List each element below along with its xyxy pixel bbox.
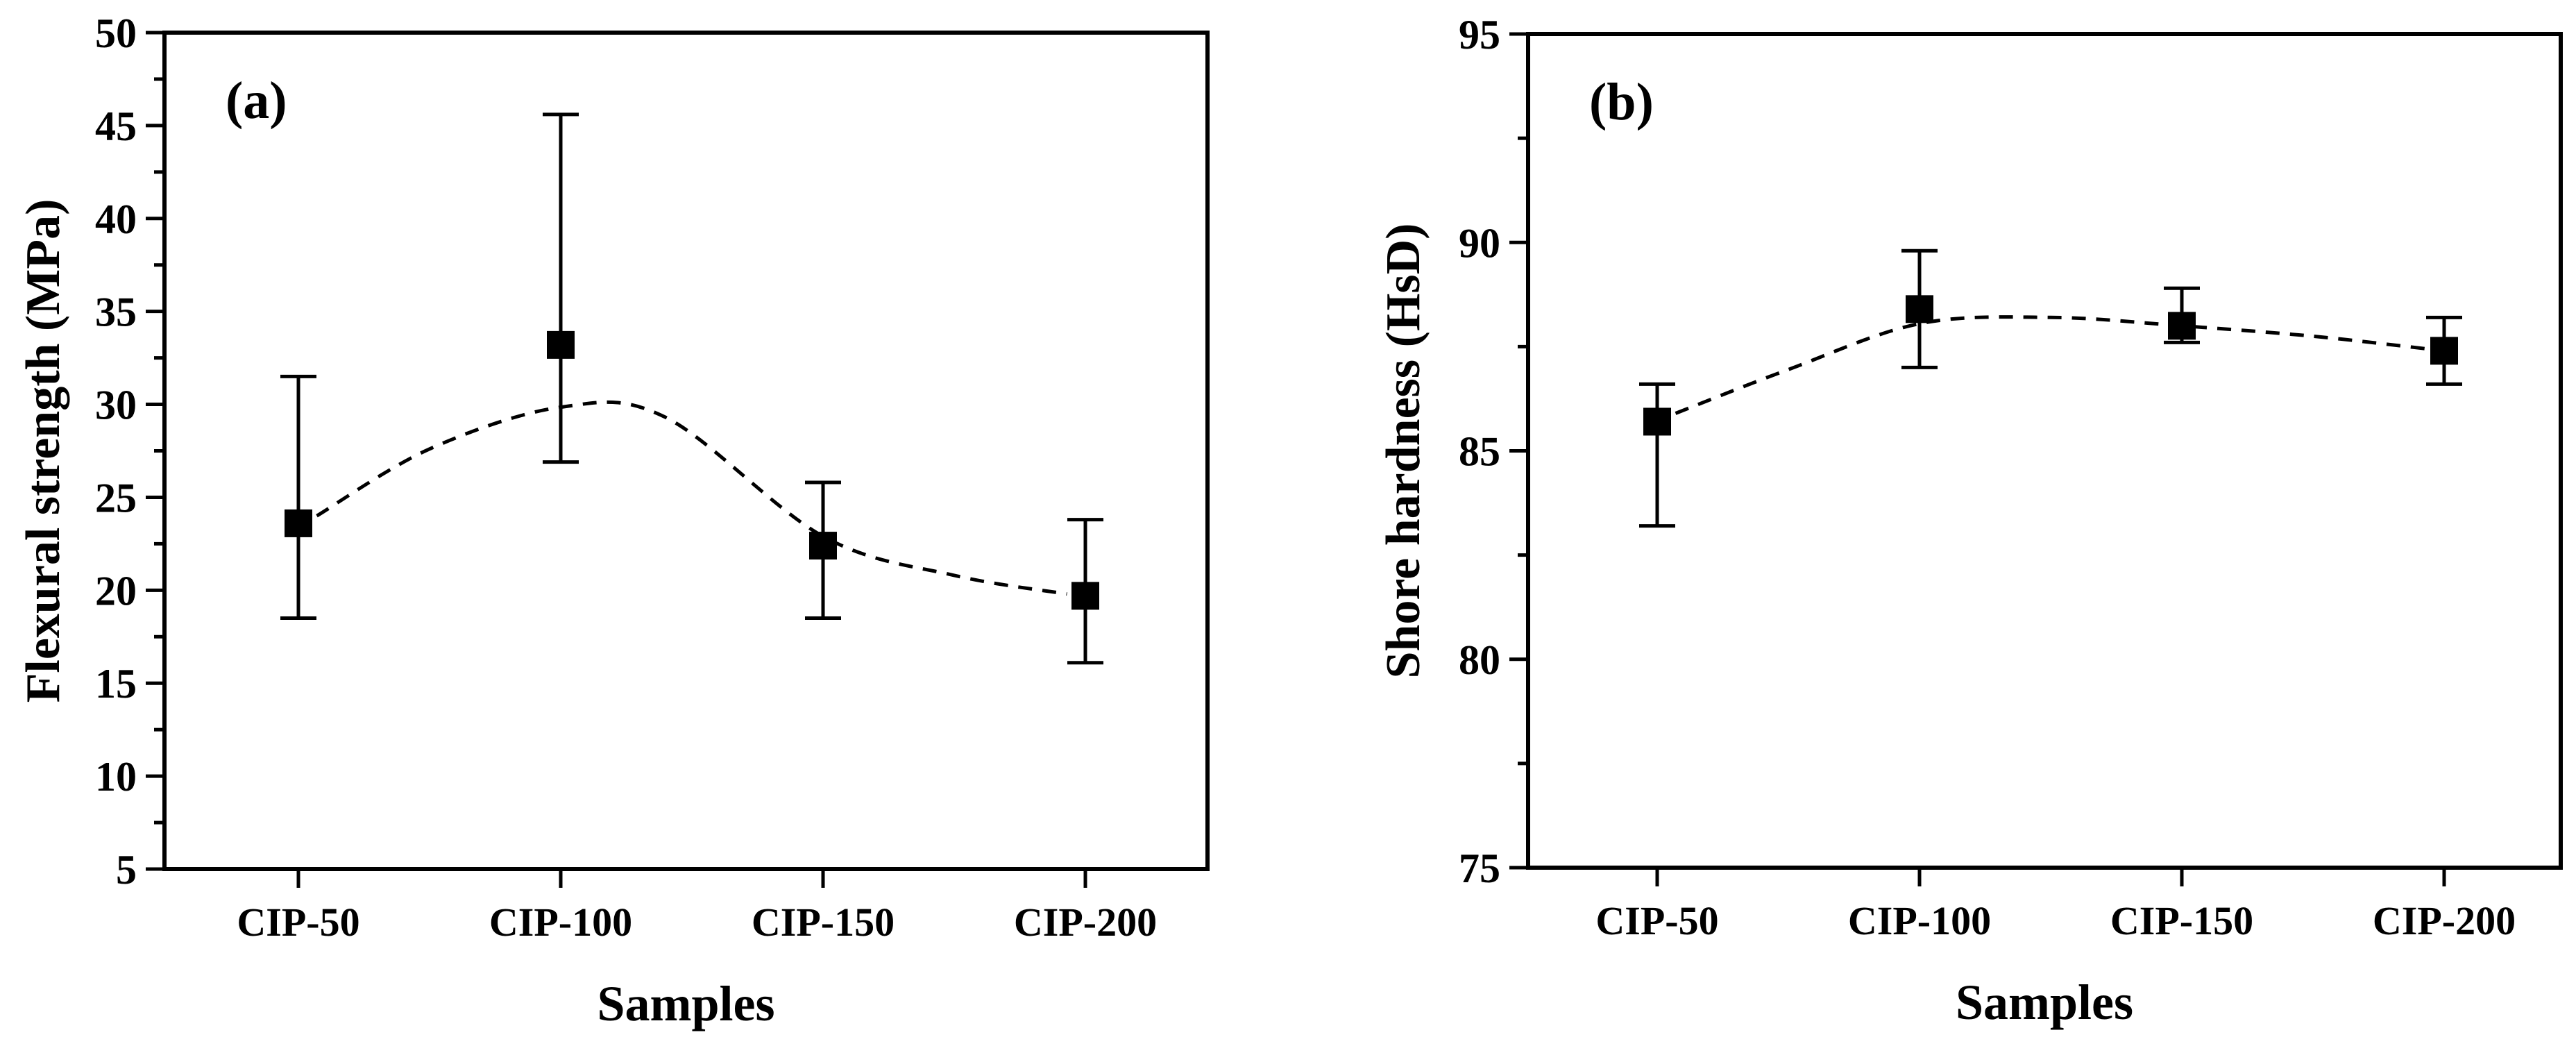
y-axis-tick-label: 25 (95, 475, 137, 521)
trend-curve (1675, 315, 2426, 415)
data-point-marker (1643, 407, 1671, 436)
x-axis-category-label: CIP-50 (1595, 898, 1718, 943)
y-axis-tick-label: 90 (1459, 220, 1500, 266)
panel-label: (b) (1589, 73, 1654, 131)
x-axis-category-label: CIP-100 (489, 900, 632, 945)
y-axis-tick-label: 15 (95, 661, 137, 707)
y-axis-title: Flexural strength (MPa) (17, 199, 70, 703)
data-point-marker (1906, 295, 1933, 323)
x-axis-title: Samples (597, 976, 774, 1031)
plot-box (1526, 32, 2563, 870)
x-axis-category-label: CIP-100 (1848, 898, 1991, 943)
trend-curve (316, 400, 1067, 596)
x-axis-category-label: CIP-50 (237, 900, 359, 945)
plot-box (162, 31, 1210, 871)
data-point-marker (285, 509, 312, 537)
x-axis-category-label: CIP-200 (2373, 898, 2516, 943)
data-point-marker (2430, 337, 2458, 365)
error-bar (543, 112, 579, 464)
data-point-marker (1071, 582, 1099, 610)
y-axis-tick-label: 10 (95, 754, 137, 800)
error-bar (280, 374, 316, 620)
y-axis-tick-label: 95 (1459, 12, 1500, 58)
y-axis-title: Shore hardness (HsD) (1377, 223, 1430, 678)
y-axis-tick-label: 20 (95, 568, 137, 614)
y-axis-tick-label: 50 (95, 10, 137, 56)
y-axis-tick-label: 75 (1459, 845, 1500, 891)
y-axis-tick-label: 30 (95, 382, 137, 428)
error-bar (1639, 382, 1675, 528)
panel-a: 5 10 15 20 25 30 35 40 45 50 CIP-50 CIP-100 CIP-150 C… (17, 10, 1210, 1031)
data-point-marker (2168, 312, 2196, 340)
y-axis-tick-label: 35 (95, 289, 137, 335)
panel-b: 75 80 85 90 95 CIP-50 CIP-100 CIP-150 CIP-200 (b)… (1377, 12, 2563, 1030)
x-axis-category-label: CIP-200 (1014, 900, 1157, 945)
data-point-marker (547, 330, 575, 359)
data-point-marker (809, 532, 837, 560)
x-axis-category-label: CIP-150 (752, 900, 895, 945)
x-axis-title: Samples (1956, 975, 2133, 1030)
y-axis-tick-label: 80 (1459, 637, 1500, 683)
y-axis-tick-label: 45 (95, 103, 137, 149)
x-axis-category-label: CIP-150 (2110, 898, 2253, 943)
y-axis-tick-label: 5 (116, 847, 137, 893)
y-axis-tick-label: 85 (1459, 429, 1500, 475)
panel-label: (a) (226, 71, 287, 130)
y-axis-tick-label: 40 (95, 196, 137, 242)
